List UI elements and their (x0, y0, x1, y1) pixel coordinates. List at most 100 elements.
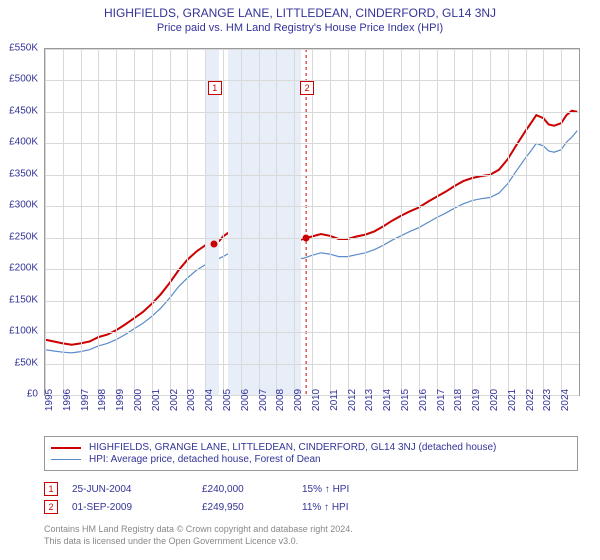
x-tick-label: 2022 (525, 389, 536, 411)
marker-label-box: 2 (300, 81, 314, 95)
gridline-vertical (401, 49, 402, 395)
x-tick-label: 2001 (151, 389, 162, 411)
transaction-delta: 11% ↑ HPI (302, 502, 402, 513)
gridline-vertical (365, 49, 366, 395)
y-tick-label: £500K (9, 74, 38, 85)
sub-title: Price paid vs. HM Land Registry's House … (0, 22, 600, 34)
legend-item: HIGHFIELDS, GRANGE LANE, LITTLEDEAN, CIN… (51, 442, 571, 453)
gridline-vertical (63, 49, 64, 395)
gridline-vertical (116, 49, 117, 395)
gridline-vertical (170, 49, 171, 395)
transaction-row: 2 01-SEP-2009£249,95011% ↑ HPI (44, 500, 578, 514)
transaction-price: £249,950 (202, 502, 302, 513)
y-axis: £0£50K£100K£150K£200K£250K£300K£350K£400… (0, 48, 42, 394)
legend-swatch (51, 459, 81, 460)
gridline-vertical (241, 49, 242, 395)
x-tick-label: 2012 (347, 389, 358, 411)
x-tick-label: 1998 (97, 389, 108, 411)
gridline-vertical (508, 49, 509, 395)
marker-label-box: 1 (208, 81, 222, 95)
gridline-vertical (472, 49, 473, 395)
x-tick-label: 1995 (44, 389, 55, 411)
legend: HIGHFIELDS, GRANGE LANE, LITTLEDEAN, CIN… (44, 436, 578, 471)
transaction-delta: 15% ↑ HPI (302, 484, 402, 495)
y-tick-label: £350K (9, 168, 38, 179)
title-block: HIGHFIELDS, GRANGE LANE, LITTLEDEAN, CIN… (0, 0, 600, 36)
marker-point (303, 234, 310, 241)
y-tick-label: £0 (27, 389, 38, 400)
gridline-vertical (526, 49, 527, 395)
x-tick-label: 2006 (240, 389, 251, 411)
y-tick-label: £100K (9, 326, 38, 337)
gridline-vertical (259, 49, 260, 395)
gridline-vertical (134, 49, 135, 395)
gridline-vertical (98, 49, 99, 395)
shaded-region (228, 49, 301, 395)
x-tick-label: 2024 (560, 389, 571, 411)
x-tick-label: 2023 (542, 389, 553, 411)
transaction-marker-num: 1 (44, 482, 58, 496)
gridline-vertical (205, 49, 206, 395)
x-tick-label: 2015 (400, 389, 411, 411)
y-tick-label: £400K (9, 137, 38, 148)
transaction-price: £240,000 (202, 484, 302, 495)
footer-line-2: This data is licensed under the Open Gov… (44, 536, 578, 548)
legend-label: HPI: Average price, detached house, Fore… (89, 454, 321, 465)
main-title: HIGHFIELDS, GRANGE LANE, LITTLEDEAN, CIN… (0, 6, 600, 20)
x-tick-label: 1999 (115, 389, 126, 411)
gridline-vertical (330, 49, 331, 395)
gridline-vertical (45, 49, 46, 395)
gridline-vertical (490, 49, 491, 395)
x-tick-label: 2013 (364, 389, 375, 411)
gridline-vertical (312, 49, 313, 395)
gridline-vertical (276, 49, 277, 395)
x-axis: 1995199619971998199920002001200220032004… (44, 396, 578, 434)
x-tick-label: 2014 (382, 389, 393, 411)
x-tick-label: 2020 (489, 389, 500, 411)
transaction-row: 1 25-JUN-2004£240,00015% ↑ HPI (44, 482, 578, 496)
x-tick-label: 2003 (186, 389, 197, 411)
legend-label: HIGHFIELDS, GRANGE LANE, LITTLEDEAN, CIN… (89, 442, 496, 453)
x-tick-label: 2017 (436, 389, 447, 411)
transaction-date: 25-JUN-2004 (72, 484, 202, 495)
shaded-region (205, 49, 219, 395)
gridline-vertical (152, 49, 153, 395)
x-tick-label: 2007 (258, 389, 269, 411)
y-tick-label: £200K (9, 263, 38, 274)
x-tick-label: 2009 (293, 389, 304, 411)
transactions-table: 1 25-JUN-2004£240,00015% ↑ HPI 2 01-SEP-200… (44, 478, 578, 518)
gridline-vertical (543, 49, 544, 395)
legend-swatch (51, 447, 81, 449)
y-tick-label: £150K (9, 294, 38, 305)
gridline-vertical (437, 49, 438, 395)
x-tick-label: 2011 (329, 389, 340, 411)
gridline-vertical (187, 49, 188, 395)
y-tick-label: £250K (9, 231, 38, 242)
gridline-vertical (348, 49, 349, 395)
transaction-date: 01-SEP-2009 (72, 502, 202, 513)
chart-plot-area: 12 (44, 48, 580, 396)
gridline-vertical (223, 49, 224, 395)
gridline-vertical (81, 49, 82, 395)
legend-item: HPI: Average price, detached house, Fore… (51, 454, 571, 465)
x-tick-label: 1996 (62, 389, 73, 411)
footer-attribution: Contains HM Land Registry data © Crown c… (44, 524, 578, 547)
x-tick-label: 2005 (222, 389, 233, 411)
footer-line-1: Contains HM Land Registry data © Crown c… (44, 524, 578, 536)
y-tick-label: £450K (9, 105, 38, 116)
x-tick-label: 2008 (275, 389, 286, 411)
x-tick-label: 2021 (507, 389, 518, 411)
x-tick-label: 2002 (169, 389, 180, 411)
x-tick-label: 2016 (418, 389, 429, 411)
gridline-vertical (383, 49, 384, 395)
gridline-vertical (294, 49, 295, 395)
x-tick-label: 2010 (311, 389, 322, 411)
transaction-marker-num: 2 (44, 500, 58, 514)
y-tick-label: £50K (15, 357, 38, 368)
marker-point (210, 241, 217, 248)
x-tick-label: 2019 (471, 389, 482, 411)
gridline-vertical (454, 49, 455, 395)
y-tick-label: £550K (9, 43, 38, 54)
gridline-vertical (561, 49, 562, 395)
y-tick-label: £300K (9, 200, 38, 211)
